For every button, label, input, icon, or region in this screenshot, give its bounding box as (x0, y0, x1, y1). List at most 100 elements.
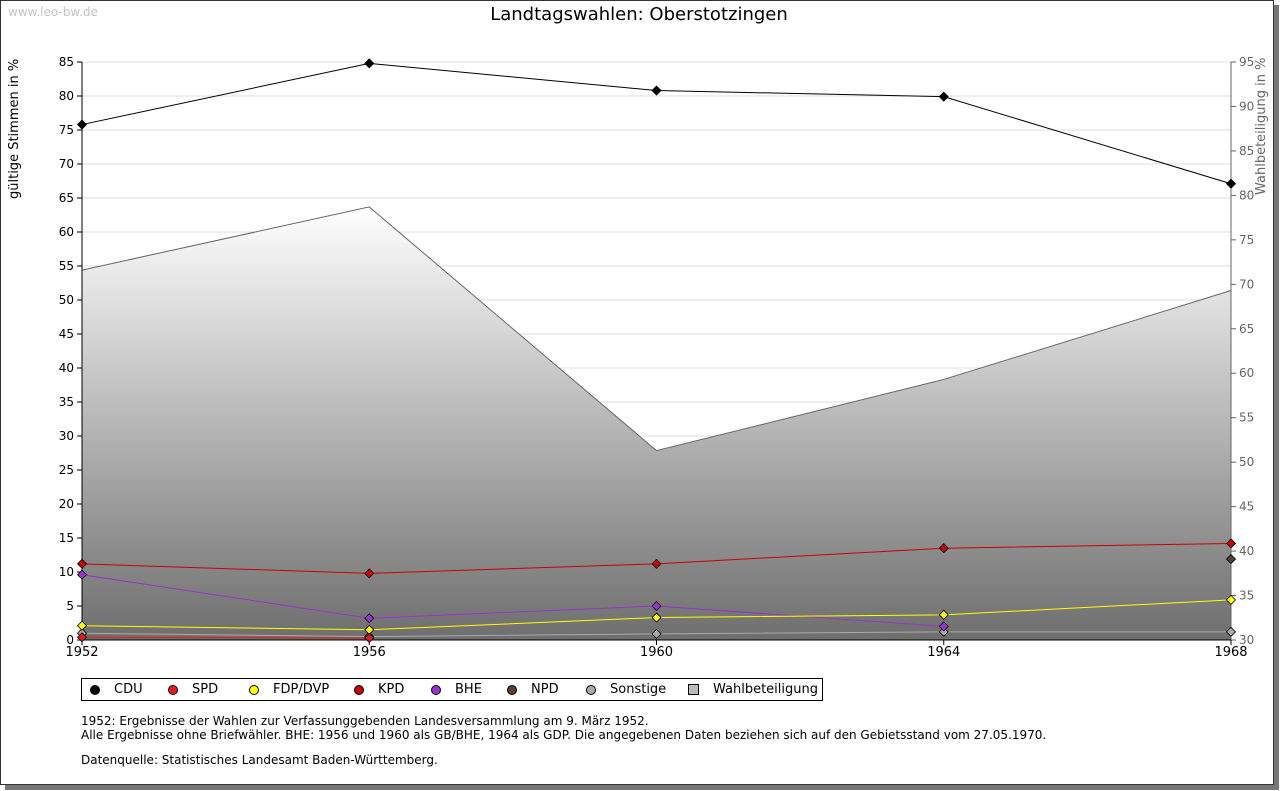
note-line-2: Alle Ergebnisse ohne Briefwähler. BHE: 1… (81, 728, 1047, 742)
series-markers (76, 58, 1237, 644)
y-tick-label: 85 (59, 55, 74, 69)
legend-swatch-sonstige (583, 682, 599, 697)
legend-item-sonstige: Sonstige (583, 682, 667, 697)
chart-canvas: 0 5 10 15 20 25 30 35 40 45 50 55 60 65 70 75 80 85 30 35 40… (7, 55, 1269, 660)
kpd-point (938, 543, 949, 554)
legend: CDU SPD FDP/DVP KPD BHE NPD Sonstige Wahlbeteil… (81, 678, 823, 701)
y2-tick-label: 65 (1239, 322, 1254, 336)
legend-label-kpd: KPD (378, 682, 405, 697)
y2-tick-label: 40 (1239, 544, 1254, 558)
y2-tick-label: 70 (1239, 277, 1254, 291)
y-tick-label: 15 (59, 531, 74, 545)
y-tick-label: 70 (59, 157, 74, 171)
legend-swatch-bhe (428, 682, 444, 697)
legend-label-npd: NPD (531, 682, 559, 697)
legend-swatch-cdu (87, 682, 103, 697)
y2-tick-label: 80 (1239, 188, 1254, 202)
y-tick-label: 30 (59, 429, 74, 443)
fdp-dvp-point (1225, 594, 1237, 605)
legend-item-fdp-dvp: FDP/DVP (246, 682, 329, 697)
legend-label-cdu: CDU (114, 682, 143, 697)
y-axis-label: gültige Stimmen in % (7, 59, 22, 199)
legend-swatch-fdp-dvp (246, 682, 262, 697)
x-tick-label: 1956 (353, 645, 386, 660)
cdu-point (1225, 178, 1237, 189)
data-source: Datenquelle: Statistisches Landesamt Bad… (81, 753, 438, 767)
y2-tick-label: 45 (1239, 500, 1254, 514)
sonstige-point (938, 626, 949, 637)
legend-item-spd: SPD (165, 682, 219, 697)
cdu-point (651, 85, 662, 96)
y2-tick-label: 30 (1239, 633, 1254, 647)
sonstige-point (651, 628, 662, 639)
x-tick-label: 1952 (65, 645, 98, 660)
legend-item-npd: NPD (504, 682, 559, 697)
legend-label-spd: SPD (192, 682, 219, 697)
turnout-area (81, 206, 1232, 640)
chart-title: Landtagswahlen: Oberstotzingen (490, 4, 788, 25)
y-tick-label: 45 (59, 327, 74, 341)
spd-point (76, 632, 88, 643)
x-tick-label: 1960 (640, 645, 673, 660)
bhe-point (651, 600, 662, 612)
spd-point (364, 632, 375, 644)
bhe-point (938, 621, 949, 632)
kpd-point (76, 558, 88, 569)
axes: 0 5 10 15 20 25 30 35 40 45 50 55 60 65 70 75 80 85 30 35 40… (59, 55, 1255, 660)
y-tick-label: 5 (66, 599, 74, 613)
y-tick-label: 50 (59, 293, 74, 307)
legend-label-bhe: BHE (455, 682, 482, 697)
legend-item-bhe: BHE (428, 682, 482, 697)
legend-item-kpd: KPD (351, 682, 405, 697)
fdp-dvp-point (938, 609, 949, 620)
bhe-point (76, 569, 88, 580)
y-tick-label: 10 (59, 565, 74, 579)
x-tick-label: 1968 (1214, 645, 1247, 660)
y-tick-label: 35 (59, 395, 74, 409)
watermark: www.leo-bw.de (8, 5, 98, 19)
notes: 1952: Ergebnisse der Wahlen zur Verfassu… (81, 714, 1046, 742)
y-tick-label: 80 (59, 89, 74, 103)
y2-tick-label: 60 (1239, 366, 1254, 380)
legend-label-wahlbeteiligung: Wahlbeteiligung (713, 682, 819, 697)
y2-tick-label: 90 (1239, 99, 1254, 113)
bhe-point (364, 613, 375, 624)
y2-tick-label: 95 (1239, 55, 1254, 69)
fdp-dvp-point (76, 620, 88, 631)
y-tick-label: 60 (59, 225, 74, 239)
legend-label-sonstige: Sonstige (610, 682, 667, 697)
x-tick-label: 1964 (927, 645, 960, 660)
npd-point (1225, 554, 1237, 565)
y-tick-label: 40 (59, 361, 74, 375)
kpd-point (651, 558, 662, 569)
cdu-point (364, 58, 375, 69)
note-line-1: 1952: Ergebnisse der Wahlen zur Verfassu… (81, 714, 649, 728)
kpd-point (364, 568, 375, 579)
legend-swatch-wahlbeteiligung (688, 684, 699, 695)
cdu-line (81, 62, 1232, 185)
y2-tick-label: 75 (1239, 233, 1254, 247)
y-tick-label: 55 (59, 259, 74, 273)
y-tick-label: 25 (59, 463, 74, 477)
y2-tick-label: 85 (1239, 144, 1254, 158)
cdu-point (938, 91, 949, 102)
legend-swatch-npd (504, 682, 520, 697)
y-tick-label: 75 (59, 123, 74, 137)
y2-tick-label: 50 (1239, 455, 1254, 469)
sonstige-point (1225, 626, 1237, 637)
y-tick-label: 20 (59, 497, 74, 511)
y-tick-label: 0 (66, 633, 74, 647)
y-tick-label: 65 (59, 191, 74, 205)
legend-item-wahlbeteiligung: Wahlbeteiligung (688, 682, 818, 697)
kpd-point (1225, 538, 1237, 549)
wahlbeteiligung-area (82, 206, 1231, 640)
legend-item-cdu: CDU (87, 682, 143, 697)
fdp-dvp-point (651, 612, 662, 623)
spd-line (81, 636, 370, 639)
wahlbeteiligung-line (81, 206, 1232, 452)
y2-tick-label: 35 (1239, 589, 1254, 603)
y2-tick-label: 55 (1239, 411, 1254, 425)
legend-swatch-kpd (351, 682, 367, 697)
cdu-point (76, 119, 88, 130)
